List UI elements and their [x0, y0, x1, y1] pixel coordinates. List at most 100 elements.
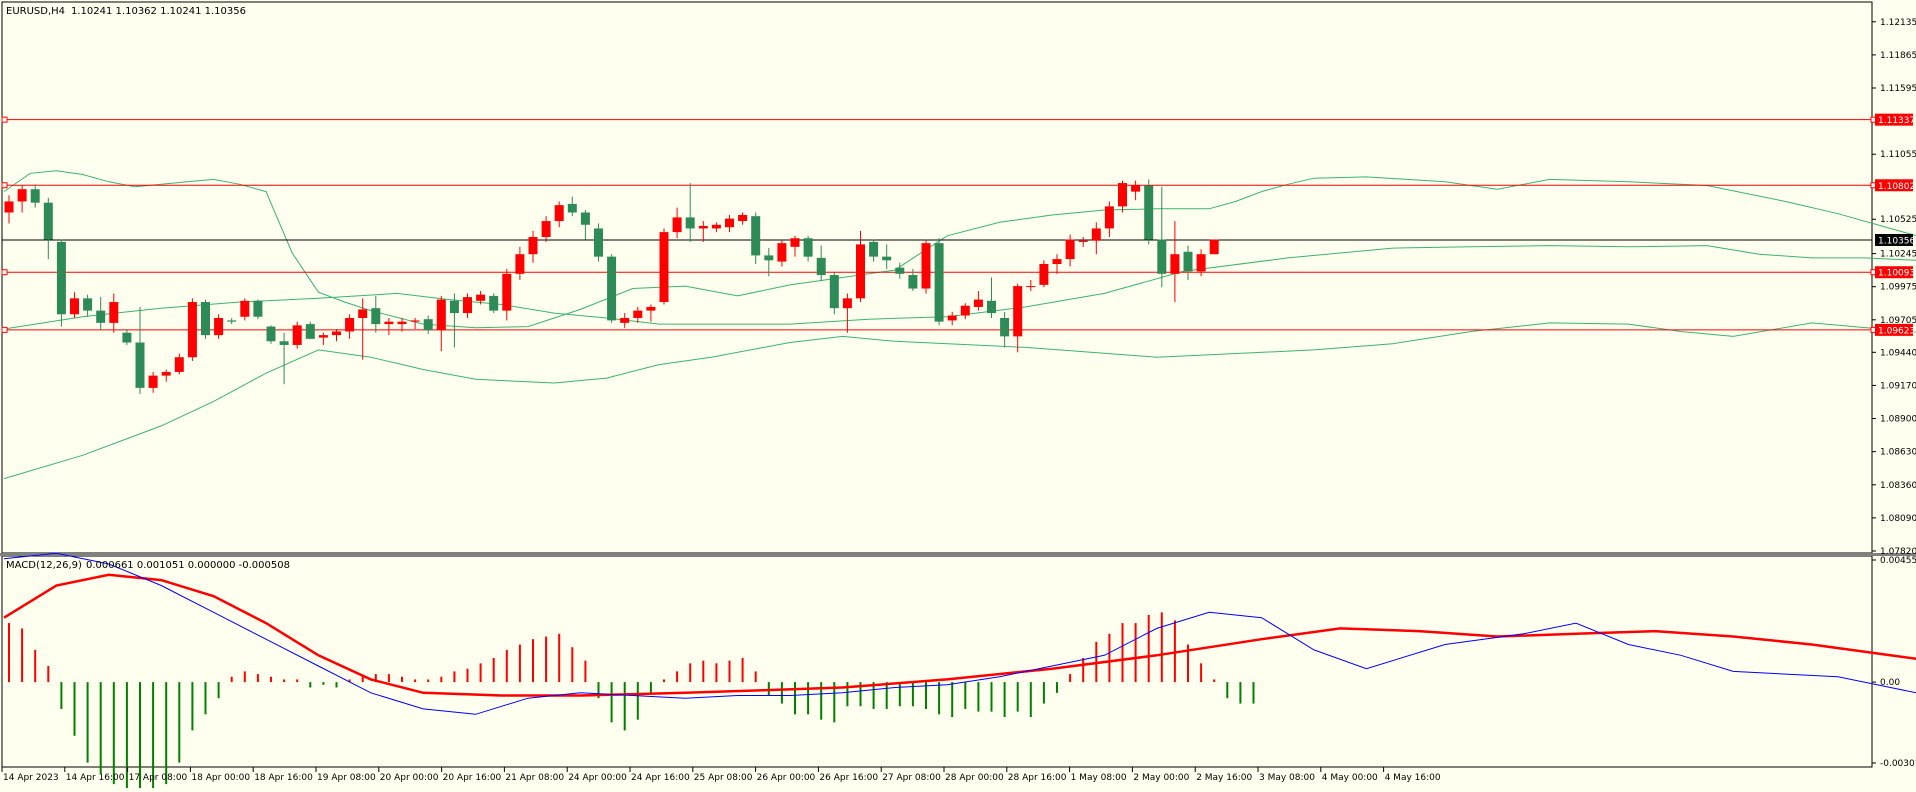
time-tick-label: 18 Apr 16:00 [254, 773, 313, 783]
macd-tick-label: 0.00455 [1880, 556, 1916, 566]
candle-body [463, 297, 472, 314]
candle-body [816, 257, 826, 276]
candle-body [279, 341, 289, 345]
candle-body [1144, 185, 1154, 240]
candle-body [751, 216, 761, 256]
time-tick-label: 24 Apr 00:00 [568, 773, 627, 783]
candle-body [1039, 264, 1049, 285]
candle-body [646, 306, 656, 311]
price-tick-label: 1.11865 [1880, 51, 1916, 61]
candle-body [83, 298, 93, 311]
candle-body [803, 238, 813, 257]
candle-body [1183, 251, 1193, 272]
candle-body [214, 317, 224, 336]
time-tick-label: 27 Apr 08:00 [882, 773, 941, 783]
level-price-label: 1.10802 [1878, 182, 1915, 192]
candle-body [725, 218, 734, 228]
candle-body [777, 243, 787, 262]
candle-body [607, 256, 617, 321]
candle-body [4, 201, 14, 213]
price-tick-label: 1.07820 [1880, 547, 1916, 557]
level-anchor-handle[interactable] [1, 182, 8, 189]
candle-body [1118, 183, 1127, 207]
candle-body [1196, 254, 1206, 272]
candle-body [358, 309, 368, 318]
candle-body [423, 319, 433, 331]
time-tick-label: 26 Apr 16:00 [819, 773, 878, 783]
time-tick-label: 17 Apr 08:00 [129, 773, 188, 783]
time-tick-label: 26 Apr 00:00 [757, 773, 816, 783]
candle-body [790, 238, 800, 247]
price-tick-label: 1.10525 [1880, 215, 1916, 225]
candle-body [489, 295, 499, 311]
candle-body [869, 241, 879, 257]
candle-body [698, 225, 708, 229]
candle-body [738, 214, 748, 222]
candle-body [580, 212, 590, 225]
candle-body [318, 335, 328, 338]
level-price-tag [1875, 266, 1913, 279]
price-tick-label: 1.12135 [1880, 18, 1916, 28]
candle-body [56, 241, 66, 315]
price-tick-label: 1.09440 [1880, 348, 1916, 358]
candle-body [240, 300, 250, 317]
current-price-tag [1875, 233, 1913, 246]
candle-body [1209, 239, 1219, 255]
price-tick-label: 1.11595 [1880, 84, 1916, 94]
candle-body [685, 217, 695, 229]
time-tick-label: 2 May 16:00 [1196, 773, 1252, 783]
candle-body [148, 375, 158, 388]
candle-body [70, 298, 79, 315]
time-tick-label: 28 Apr 00:00 [945, 773, 1004, 783]
time-tick-label: 14 Apr 16:00 [66, 773, 125, 783]
time-axis: 14 Apr 2023 14 Apr 16:00 17 Apr 08:00 18 Ap… [1, 767, 1441, 783]
candle-body [515, 254, 525, 274]
time-tick-label: 20 Apr 16:00 [443, 773, 502, 783]
candle-body [43, 202, 53, 240]
level-anchor-handle[interactable] [1, 326, 8, 333]
candle-body [1091, 228, 1101, 241]
horizontal-levels[interactable]: 1.11337 1.10802 1.10093 1.09623 1.10356 [1, 113, 1915, 337]
candle-body [227, 320, 237, 322]
time-tick-label: 28 Apr 16:00 [1008, 773, 1067, 783]
macd-header: MACD(12,26,9) 0.000661 0.001051 0.000000 … [6, 560, 290, 571]
candle-body [908, 275, 918, 289]
time-tick-label: 25 Apr 08:00 [694, 773, 753, 783]
candle-body [292, 325, 302, 345]
time-tick-label: 19 Apr 08:00 [317, 773, 376, 783]
macd-indicator [3, 552, 1916, 792]
time-tick-label: 18 Apr 00:00 [191, 773, 250, 783]
level-price-tag [1875, 323, 1913, 336]
price-tick-label: 1.10245 [1880, 250, 1916, 260]
candle-body [567, 203, 577, 213]
time-tick-label: 14 Apr 2023 [3, 773, 59, 783]
symbol-header: EURUSD,H4 1.10241 1.10362 1.10241 1.10356 [6, 6, 246, 17]
candle-body [764, 255, 774, 261]
candle-body [1052, 259, 1062, 265]
candle-body [528, 237, 538, 255]
macd-tick-label: 0.00 [1880, 678, 1900, 688]
candle-body [371, 308, 381, 325]
candle-body [987, 300, 996, 314]
candle-body [829, 275, 839, 309]
price-tick-label: 1.09170 [1880, 381, 1916, 391]
level-anchor-handle[interactable] [1, 269, 8, 276]
candle-body [449, 300, 459, 314]
time-tick-label: 4 May 16:00 [1385, 773, 1441, 783]
candle-body [161, 371, 171, 376]
macd-main-line [3, 552, 1916, 715]
candle-body [96, 310, 106, 323]
price-tick-label: 1.08900 [1880, 415, 1916, 425]
level-price-label: 1.09623 [1878, 326, 1915, 336]
candle-body [187, 302, 197, 358]
level-anchor-handle[interactable] [1, 116, 8, 123]
time-tick-label: 21 Apr 08:00 [505, 773, 564, 783]
price-axis: 1.12135 1.11865 1.11595 1.11055 1.10525 1.102… [1872, 18, 1916, 557]
candle-body [620, 317, 630, 323]
candle-body [135, 342, 145, 388]
time-tick-label: 1 May 08:00 [1071, 773, 1127, 783]
candle-body [305, 324, 315, 339]
